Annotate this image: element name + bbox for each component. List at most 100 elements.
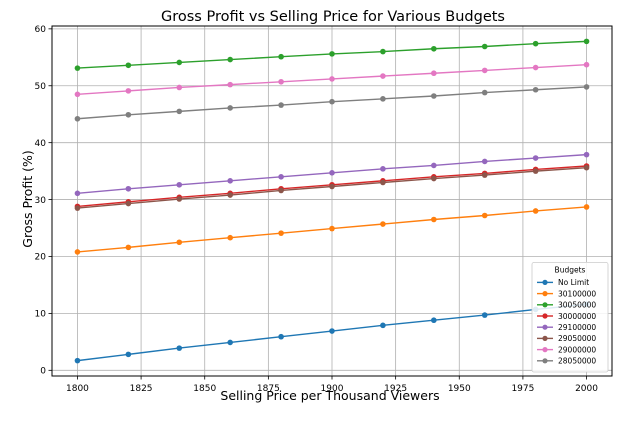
- legend-item: 30000000: [537, 312, 596, 321]
- data-point: [227, 339, 233, 346]
- legend-item: No Limit: [537, 278, 589, 287]
- data-point: [74, 249, 81, 255]
- legend-label: No Limit: [558, 278, 589, 287]
- legend-item: 29100000: [537, 323, 596, 332]
- series-28050000: [74, 84, 590, 122]
- x-tick-label: 1950: [448, 384, 471, 394]
- data-point: [176, 59, 183, 66]
- data-point: [176, 239, 183, 246]
- data-point: [583, 38, 590, 45]
- legend-item: 29050000: [537, 334, 596, 343]
- data-point: [481, 172, 488, 178]
- legend-label: 29100000: [558, 323, 596, 332]
- data-point: [278, 78, 284, 85]
- grid-layer: [52, 26, 612, 376]
- data-point: [532, 64, 539, 71]
- legend-label: 30050000: [558, 301, 596, 310]
- data-point: [431, 93, 437, 99]
- legend-swatch-marker: [542, 358, 548, 364]
- data-point: [431, 45, 437, 52]
- data-point: [227, 192, 233, 198]
- legend-item: 29000000: [537, 345, 596, 354]
- data-point: [278, 187, 284, 194]
- y-tick-label: 40: [35, 139, 47, 149]
- series-29000000: [74, 61, 590, 98]
- data-point: [227, 81, 233, 88]
- data-point: [329, 170, 335, 176]
- legend: Budgets No Limit 30100000 30050000 30000000 2…: [531, 261, 609, 373]
- data-point: [380, 179, 386, 186]
- x-tick-label: 1825: [130, 384, 153, 394]
- data-point: [329, 98, 335, 105]
- data-point: [74, 357, 81, 364]
- data-point: [532, 168, 539, 174]
- x-tick-label: 1900: [321, 384, 344, 394]
- x-tick-label: 1975: [511, 384, 534, 394]
- data-point: [278, 230, 284, 236]
- y-axis-label: Gross Profit (%): [20, 150, 35, 247]
- data-point: [329, 76, 335, 82]
- data-point: [74, 91, 81, 98]
- data-point: [583, 164, 590, 171]
- data-point: [583, 61, 590, 68]
- legend-label: 29050000: [558, 334, 596, 343]
- legend-swatch-marker: [542, 324, 548, 330]
- legend-label: 30000000: [558, 312, 596, 321]
- data-point: [125, 62, 132, 69]
- data-point: [380, 166, 386, 172]
- data-point: [532, 40, 539, 47]
- data-point: [583, 84, 590, 90]
- data-point: [329, 225, 335, 232]
- data-point: [431, 317, 437, 324]
- data-point: [329, 51, 335, 57]
- data-point: [74, 190, 81, 197]
- y-tick-label: 0: [40, 367, 46, 377]
- data-point: [380, 322, 386, 329]
- series-30050000: [74, 38, 590, 71]
- data-point: [329, 183, 335, 190]
- legend-swatch-marker: [542, 313, 548, 319]
- x-tick-label: 1925: [384, 384, 407, 394]
- data-point: [176, 196, 183, 202]
- data-point: [431, 162, 437, 169]
- data-point: [329, 328, 335, 334]
- data-point: [227, 234, 233, 241]
- data-point: [481, 158, 488, 165]
- data-point: [227, 56, 233, 63]
- y-tick-label: 20: [35, 253, 47, 263]
- data-point: [125, 351, 132, 358]
- data-point: [176, 181, 183, 188]
- data-point: [176, 108, 183, 115]
- legend-swatch-marker: [542, 302, 548, 308]
- data-point: [481, 212, 488, 219]
- y-tick-label: 60: [35, 25, 47, 35]
- x-tick-label: 1850: [193, 384, 216, 394]
- data-point: [532, 208, 539, 214]
- data-point: [176, 84, 183, 91]
- legend-swatch-marker: [542, 291, 548, 297]
- data-point: [125, 185, 132, 192]
- x-tick-label: 2000: [575, 384, 598, 394]
- legend-item: 30050000: [537, 301, 596, 310]
- data-point: [431, 216, 437, 223]
- data-point: [380, 96, 386, 102]
- legend-item: 30100000: [537, 289, 596, 298]
- data-point: [125, 88, 132, 94]
- data-point: [481, 89, 488, 96]
- series-29050000: [74, 164, 590, 211]
- x-tick-label: 1800: [66, 384, 89, 394]
- data-point: [74, 65, 81, 71]
- legend-label: 28050000: [558, 357, 596, 366]
- data-point: [583, 204, 590, 210]
- data-point: [431, 70, 437, 77]
- legend-swatch-marker: [542, 335, 548, 341]
- data-point: [278, 174, 284, 180]
- x-tick-label: 1875: [257, 384, 280, 394]
- series-30100000: [74, 204, 590, 255]
- data-point: [74, 205, 81, 211]
- legend-swatch-marker: [542, 347, 548, 353]
- data-point: [481, 312, 488, 318]
- legend-swatch-marker: [542, 279, 548, 285]
- data-point: [278, 102, 284, 108]
- data-point: [380, 48, 386, 55]
